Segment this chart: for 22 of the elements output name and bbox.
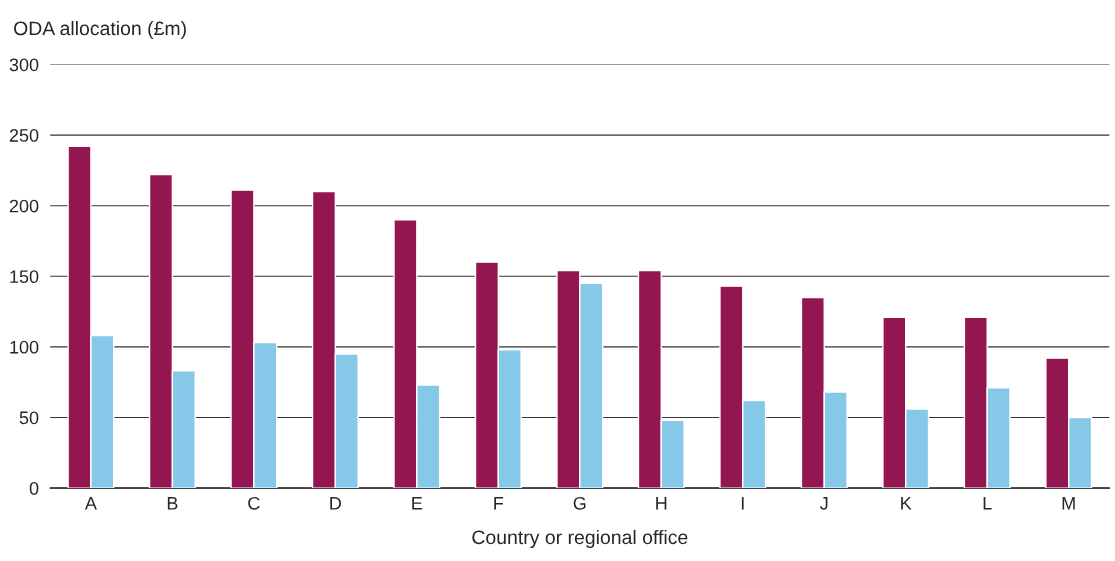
y-tick-label: 50 [19,411,39,425]
x-tick-label: K [901,497,912,510]
y-tick-label: 0 [29,482,39,495]
y-tick-label: 300 [9,58,39,72]
y-tick-label: 250 [9,129,39,142]
x-tick-label: I [741,497,744,510]
y-tick-label: 200 [9,199,39,213]
x-tick-label: B [167,497,178,510]
x-tick-label: G [573,496,586,510]
x-axis-title: Country or regional office [472,529,688,549]
y-tick-label: 150 [10,270,39,284]
x-tick-label: D [330,497,342,510]
x-tick-label: C [248,496,260,510]
x-tick-label: F [494,497,504,510]
x-tick-label: M [1062,497,1075,510]
x-tick-label: H [656,497,667,510]
y-axis-title: ODA allocation (£m) [14,20,186,40]
x-tick-label: J [820,497,828,510]
x-tick-label: A [84,497,97,510]
y-tick-label: 100 [10,340,39,354]
x-tick-label: E [412,497,423,510]
x-tick-label: L [983,497,992,510]
